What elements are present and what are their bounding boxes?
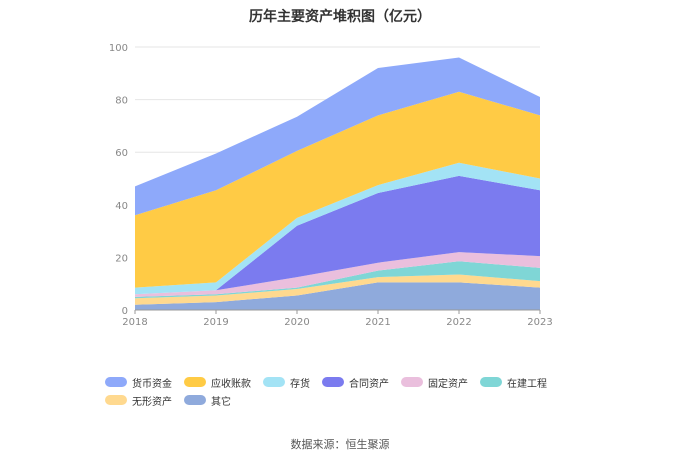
- area-应收账款: [135, 91, 540, 288]
- area-series-group: [135, 57, 540, 310]
- area-固定资产: [135, 252, 540, 297]
- legend-swatch: [105, 377, 127, 387]
- legend-label: 存货: [290, 378, 310, 390]
- x-tick-label: 2021: [365, 317, 390, 328]
- legend-label: 应收账款: [211, 378, 251, 390]
- legend-item[interactable]: 应收账款: [184, 376, 251, 390]
- legend-swatch: [105, 395, 127, 405]
- x-tick-label: 2018: [122, 317, 147, 328]
- legend-label: 无形资产: [132, 396, 172, 408]
- legend-swatch: [184, 395, 206, 405]
- legend-item[interactable]: 无形资产: [105, 394, 172, 408]
- x-tick-label: 2020: [284, 317, 309, 328]
- x-tick-label: 2019: [203, 317, 228, 328]
- area-存货: [135, 162, 540, 295]
- y-tick-label: 60: [115, 148, 128, 159]
- y-tick-label: 20: [115, 253, 128, 264]
- area-货币资金: [135, 57, 540, 216]
- y-tick-label: 0: [122, 306, 128, 317]
- legend-swatch: [480, 377, 502, 387]
- legend-item[interactable]: 固定资产: [401, 376, 468, 390]
- area-无形资产: [135, 274, 540, 305]
- legend-label: 合同资产: [349, 378, 389, 390]
- x-tick-label: 2023: [527, 317, 552, 328]
- stacked-area-chart: 0 20 40 60 80 100 2018 2019 2020 2021 2022 2023: [109, 43, 553, 328]
- legend-label: 货币资金: [132, 378, 172, 390]
- y-tick-label: 80: [115, 96, 128, 107]
- legend-swatch: [401, 377, 423, 387]
- data-source: 数据来源：恒生聚源: [290, 438, 390, 451]
- area-在建工程: [135, 261, 540, 299]
- y-tick-label: 100: [109, 43, 128, 54]
- chart-title: 历年主要资产堆积图（亿元）: [249, 9, 431, 25]
- area-合同资产: [135, 175, 540, 295]
- legend-label: 在建工程: [507, 378, 547, 390]
- legend-item[interactable]: 存货: [263, 376, 310, 390]
- legend-item[interactable]: 在建工程: [480, 376, 547, 390]
- legend-swatch: [263, 377, 285, 387]
- legend-item[interactable]: 货币资金: [105, 376, 172, 390]
- area-其它: [135, 282, 540, 310]
- axes: 0 20 40 60 80 100 2018 2019 2020 2021 2022 2023: [109, 43, 553, 328]
- legend-item[interactable]: 合同资产: [322, 376, 389, 390]
- legend-label: 其它: [211, 396, 231, 408]
- legend-swatch: [322, 377, 344, 387]
- x-tick-label: 2022: [446, 317, 471, 328]
- legend-swatch: [184, 377, 206, 387]
- legend-item[interactable]: 其它: [184, 394, 231, 408]
- y-tick-label: 40: [115, 201, 128, 212]
- legend: 货币资金 应收账款 存货 合同资产 固定资产 在建工程无形资产 其它: [105, 376, 585, 408]
- legend-label: 固定资产: [428, 378, 468, 390]
